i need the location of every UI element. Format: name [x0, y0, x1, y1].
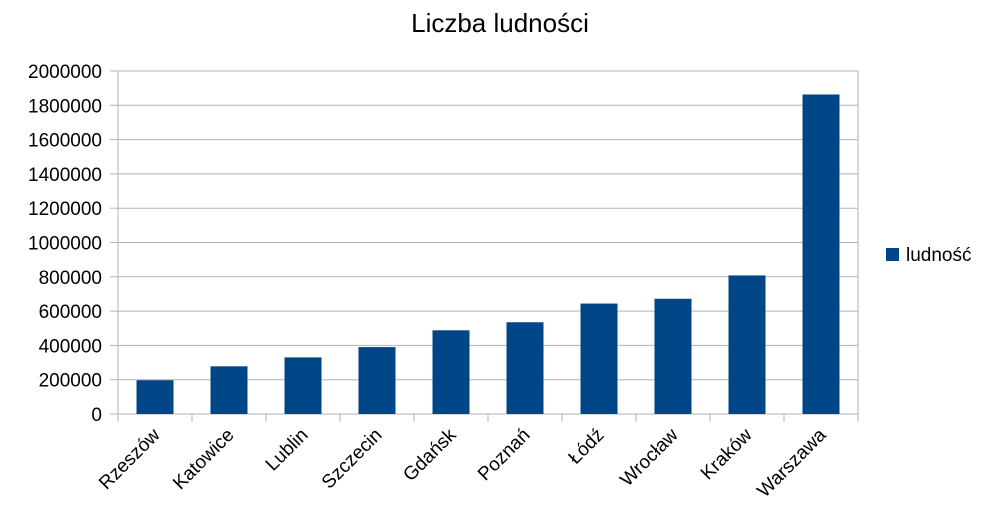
y-tick-label: 600000	[39, 302, 102, 323]
y-tick-label: 0	[91, 405, 102, 426]
bar-lublin	[284, 357, 322, 414]
legend: ludność	[886, 245, 972, 266]
bar-wrocław	[654, 298, 692, 414]
x-category-label: Rzeszów	[95, 424, 165, 494]
x-axis-category-labels: Rzeszów Katowice Lublin Szczecin Gdańsk Pozna…	[95, 424, 831, 501]
y-tick-label: 400000	[39, 336, 102, 357]
x-category-label: Lublin	[262, 425, 313, 476]
x-category-label: Warszawa	[753, 424, 830, 501]
y-tick-label: 1600000	[28, 131, 102, 152]
legend-label: ludność	[906, 245, 972, 266]
x-category-label: Szczecin	[318, 425, 387, 494]
bars	[136, 94, 840, 415]
legend-swatch	[886, 248, 899, 261]
bar-katowice	[210, 366, 248, 414]
bar-rzeszów	[136, 380, 174, 414]
y-tick-label: 1200000	[28, 199, 102, 220]
bar-warszawa	[802, 94, 840, 415]
y-tick-label: 1000000	[28, 234, 102, 255]
y-tick-label: 2000000	[28, 62, 102, 83]
y-tick-label: 200000	[39, 371, 102, 392]
x-category-label: Gdańsk	[399, 424, 461, 486]
bar-kraków	[728, 275, 766, 414]
x-category-label: Katowice	[169, 425, 238, 494]
y-tick-label: 1400000	[28, 165, 102, 186]
y-tick-label: 1800000	[28, 96, 102, 117]
bar-szczecin	[358, 347, 396, 414]
y-axis-tick-labels: 0 200000 400000 600000 800000 1000000 1200000 1…	[28, 62, 102, 426]
chart-title: Liczba ludności	[411, 8, 589, 38]
x-category-label: Poznań	[474, 425, 534, 485]
y-tick-label: 800000	[39, 268, 102, 289]
bar-poznań	[506, 322, 544, 414]
bar-łódź	[580, 303, 618, 414]
bar-gdańsk	[432, 330, 470, 414]
x-category-label: Wrocław	[616, 424, 682, 490]
x-category-label: Łódź	[565, 425, 609, 469]
x-category-label: Kraków	[697, 424, 757, 484]
